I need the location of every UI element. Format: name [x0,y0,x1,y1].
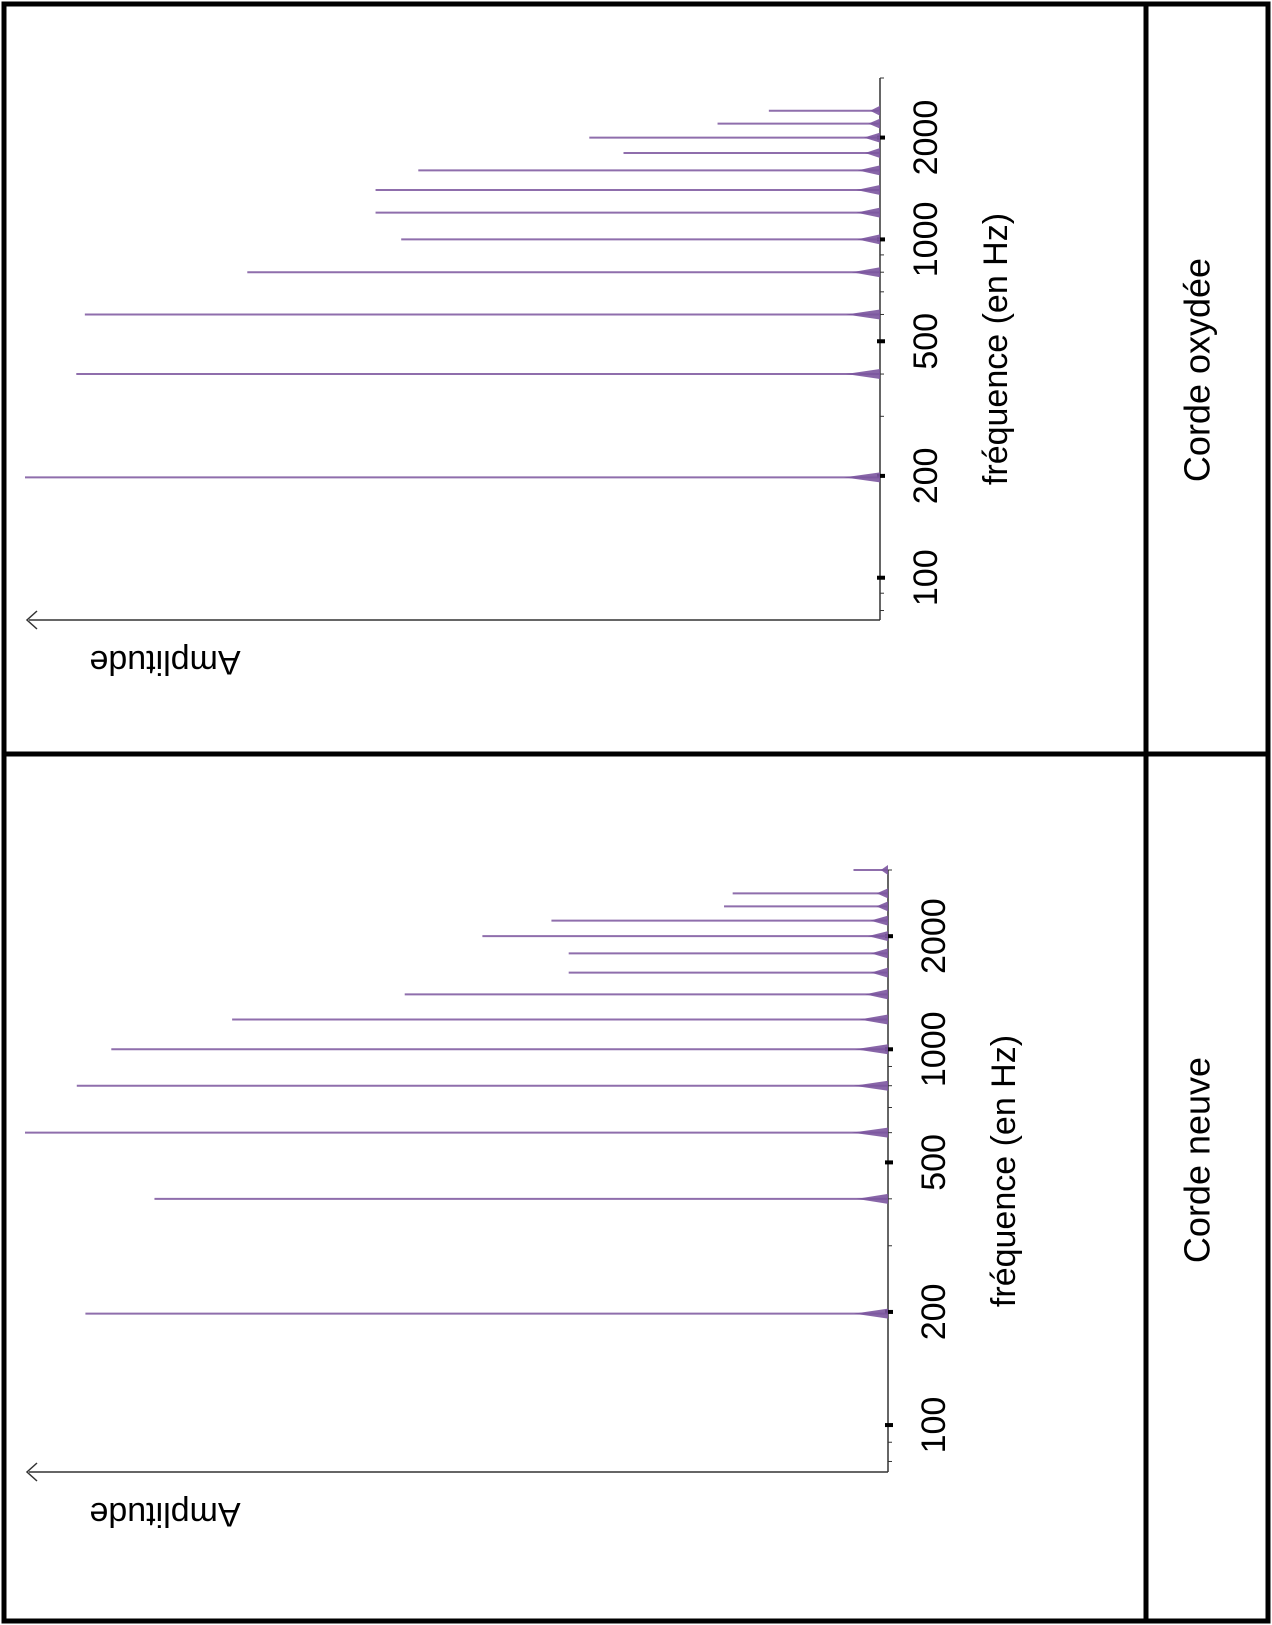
peak-base [857,234,880,245]
spectrum-peaks [25,865,888,1319]
peak-base [852,1127,888,1138]
tick-label: 1000 [907,202,945,278]
peak-base [870,967,888,978]
peak-base [859,1014,888,1025]
chart-panel-1: 100 200 500 1000 2000 fréquence (en Hz) Amplit… [25,77,1015,681]
peak-base [865,148,880,159]
panel-caption: Corde neuve [1177,1057,1218,1263]
peak-base [844,472,880,483]
tick-label: 500 [907,313,945,370]
frequency-axis-label: fréquence (en Hz) [977,213,1015,485]
peak-base [853,1080,888,1091]
peak-base [846,309,880,320]
tick-label: 2000 [907,100,945,176]
peak-base [870,915,888,926]
chart-panels: 100 200 500 1000 2000 fréquence (en Hz) Amplit… [25,77,1023,1533]
captions: Corde oxydée Corde neuve [1177,258,1218,1263]
tick-label: 500 [915,1134,953,1191]
tick-label: 2000 [915,898,953,974]
peak-base [855,1044,888,1055]
peak-base [870,105,880,116]
peak-base [856,207,880,218]
peak-base [865,989,888,1000]
peak-base [870,948,888,959]
peak-base [867,931,888,942]
amplitude-arrow [25,610,38,630]
peak-base [854,1308,888,1319]
amplitude-axis-label: Amplitude [89,1495,240,1533]
peak-base [880,865,888,875]
amplitude-arrow [25,1462,38,1482]
amplitude-axis-label: Amplitude [89,643,240,681]
peak-base [845,369,880,380]
peak-base [851,267,880,278]
peak-base [856,184,880,195]
peak-base [857,165,880,176]
tick-label: 100 [907,549,945,606]
peak-base [876,901,888,912]
chart-panel-2: 100 200 500 1000 2000 fréquence (en Hz) Amplit… [25,865,1023,1533]
peak-base [876,888,888,899]
tick-label: 1000 [915,1011,953,1087]
peak-base [868,118,880,129]
peak-base [863,132,880,143]
peak-base [856,1193,888,1204]
tick-label: 200 [907,448,945,505]
frequency-axis-label: fréquence (en Hz) [985,1035,1023,1307]
panel-caption: Corde oxydée [1177,258,1218,482]
tick-label: 100 [915,1397,953,1454]
spectrum-peaks [25,105,880,483]
tick-label: 200 [915,1284,953,1341]
